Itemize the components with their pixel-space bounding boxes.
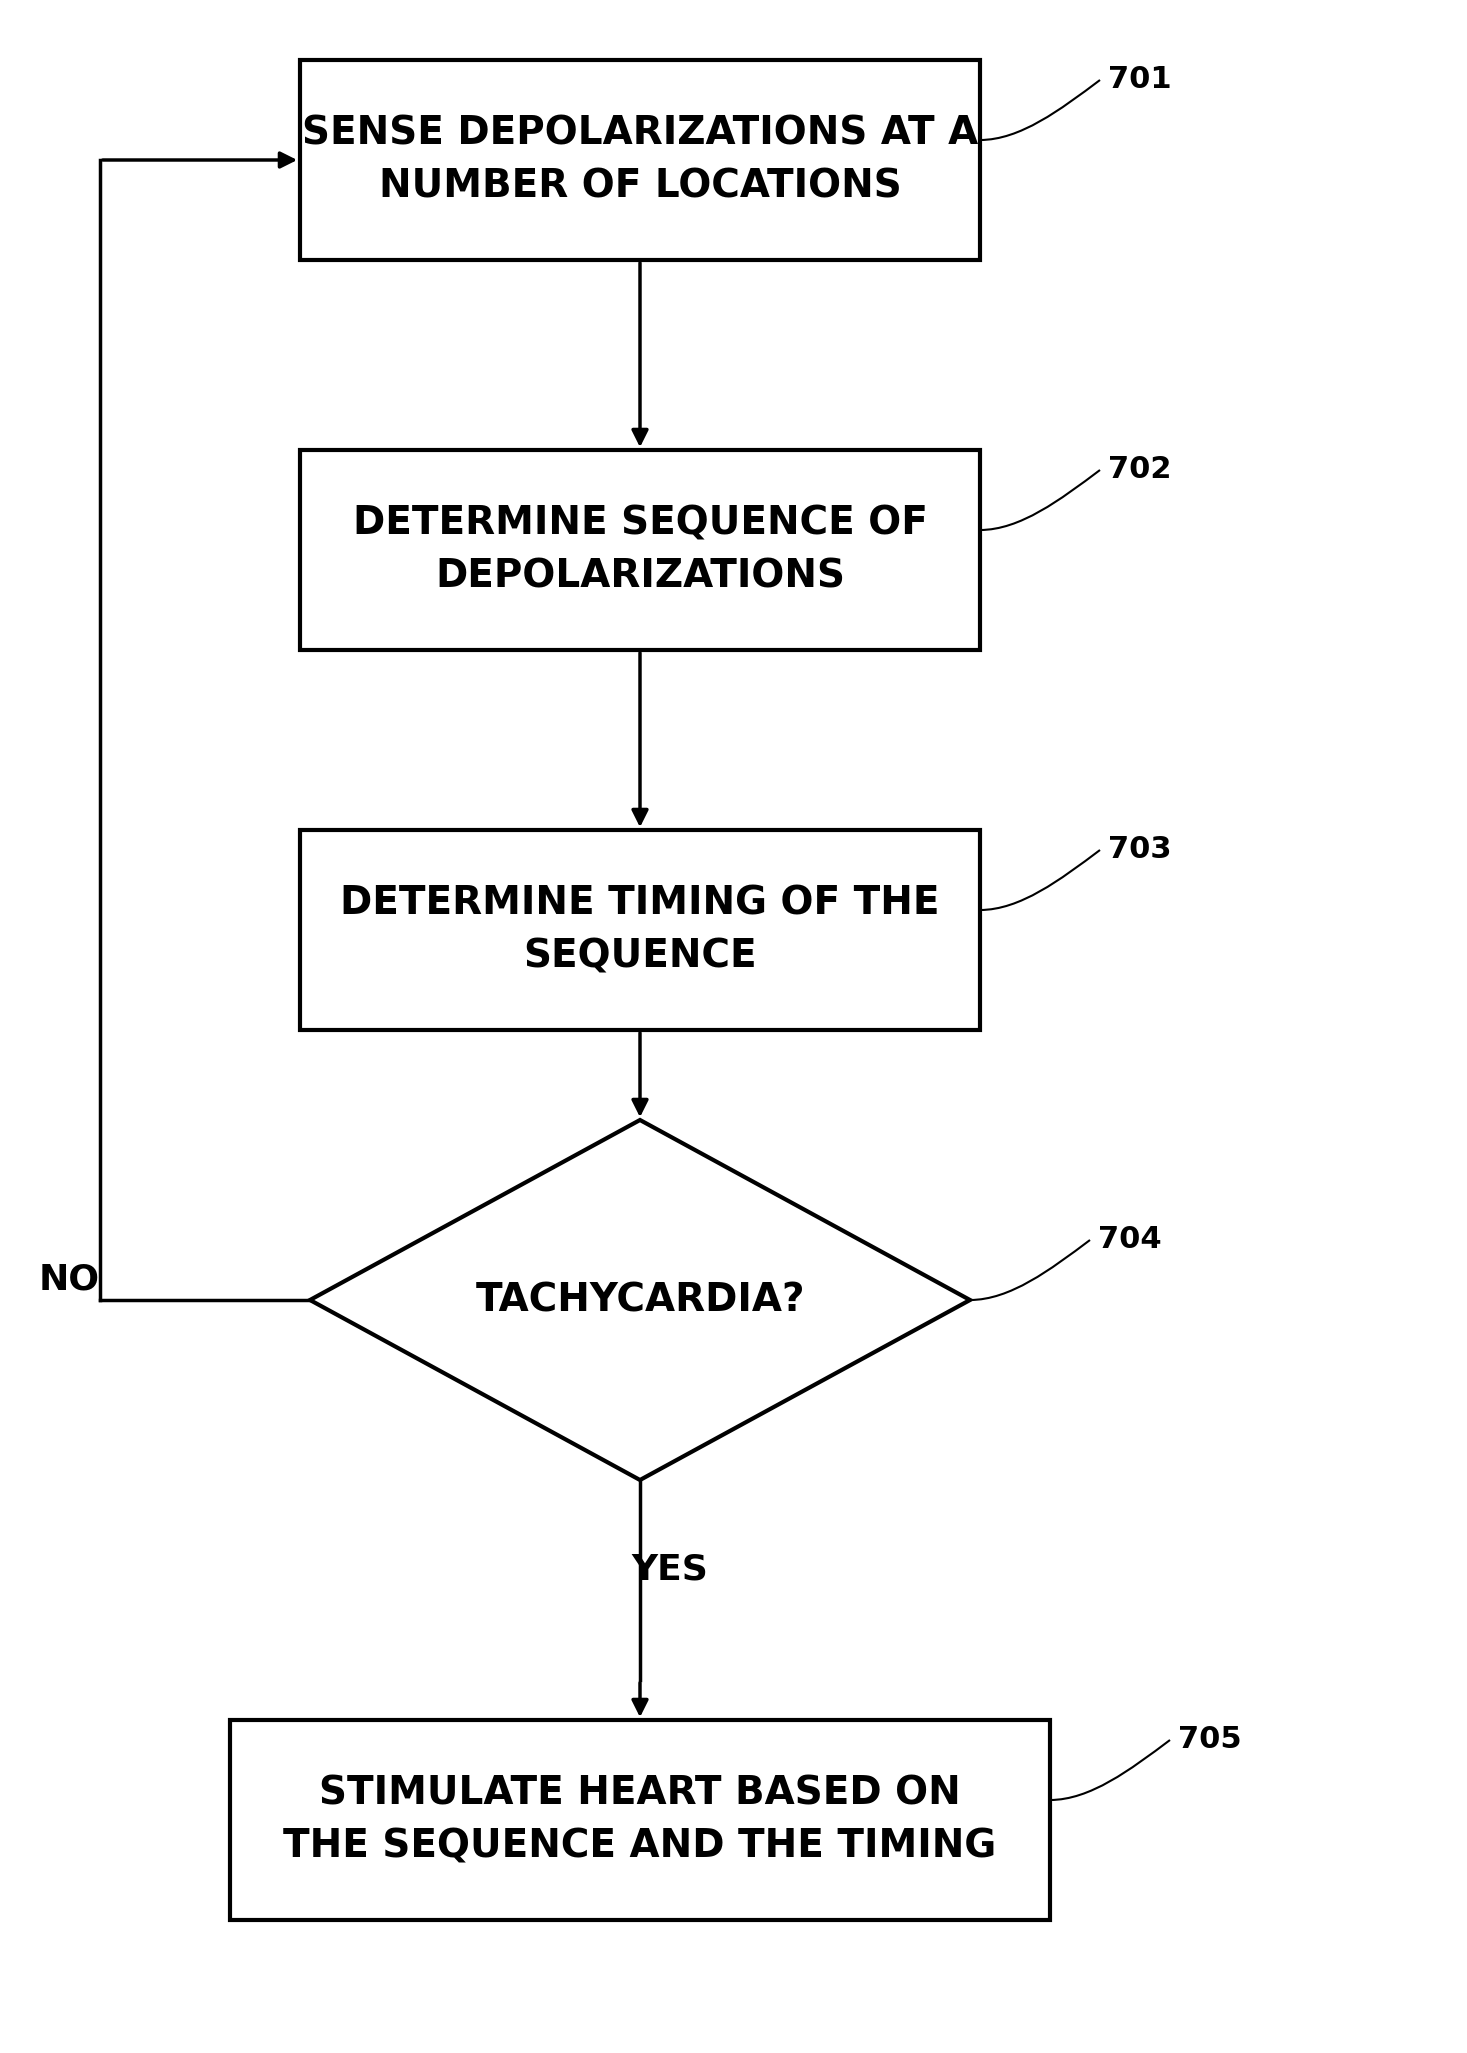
Text: STIMULATE HEART BASED ON
THE SEQUENCE AND THE TIMING: STIMULATE HEART BASED ON THE SEQUENCE AN…: [283, 1774, 996, 1866]
Bar: [299, 829, 980, 1031]
Text: DETERMINE TIMING OF THE
SEQUENCE: DETERMINE TIMING OF THE SEQUENCE: [340, 885, 940, 975]
Text: SENSE DEPOLARIZATIONS AT A
NUMBER OF LOCATIONS: SENSE DEPOLARIZATIONS AT A NUMBER OF LOC…: [302, 115, 978, 205]
Bar: [230, 1720, 1050, 1920]
Text: 704: 704: [1097, 1226, 1162, 1254]
Text: DETERMINE SEQUENCE OF
DEPOLARIZATIONS: DETERMINE SEQUENCE OF DEPOLARIZATIONS: [352, 505, 927, 595]
Bar: [299, 450, 980, 651]
Bar: [299, 60, 980, 261]
Polygon shape: [310, 1121, 970, 1480]
Text: TACHYCARDIA?: TACHYCARDIA?: [475, 1281, 805, 1318]
Text: YES: YES: [632, 1552, 709, 1587]
Text: NO: NO: [38, 1263, 100, 1297]
Text: 702: 702: [1108, 456, 1172, 485]
Text: 701: 701: [1108, 66, 1172, 94]
Text: 705: 705: [1178, 1725, 1241, 1755]
Text: 703: 703: [1108, 836, 1172, 864]
